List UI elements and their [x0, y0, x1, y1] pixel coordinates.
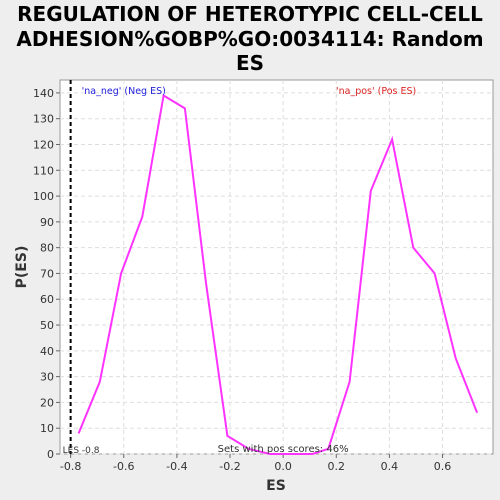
plot-area: [59, 79, 494, 455]
y-tick-label: 110: [33, 164, 54, 177]
y-tick-label: 0: [47, 448, 54, 461]
x-axis: -0.8 -0.6 -0.4 -0.2 0.0 0.2 0.4 0.6: [60, 454, 451, 473]
x-tick-label: 0.6: [434, 460, 452, 473]
x-axis-label: ES: [266, 478, 286, 494]
y-tick-label: 30: [40, 371, 54, 384]
pos-score-footer: Sets with pos scores: 46%: [218, 444, 349, 455]
y-tick-label: 60: [40, 293, 54, 306]
y-tick-label: 20: [40, 396, 54, 409]
series-group: [77, 93, 479, 455]
les-label: LES -0.8: [63, 446, 100, 456]
y-tick-label: 140: [33, 87, 54, 100]
x-tick-label: -0.8: [60, 460, 81, 473]
grid: [60, 80, 493, 455]
x-tick-label: -0.2: [219, 460, 240, 473]
x-tick-label: 0.2: [328, 460, 346, 473]
y-tick-label: 10: [40, 422, 54, 435]
pos-es-label: 'na_pos' (Pos ES): [336, 86, 416, 97]
y-tick-label: 70: [40, 267, 54, 280]
neg-es-label: 'na_neg' (Neg ES): [82, 86, 166, 97]
y-tick-label: 120: [33, 138, 54, 151]
y-tick-label: 80: [40, 242, 54, 255]
y-axis: 0 10 20 30 40 50 60 70 80 90 100 110 120 130 140: [33, 87, 60, 461]
x-tick-label: -0.6: [113, 460, 134, 473]
x-tick-label: -0.4: [166, 460, 187, 473]
y-tick-label: 100: [33, 190, 54, 203]
y-tick-label: 90: [40, 216, 54, 229]
y-tick-label: 40: [40, 345, 54, 358]
series-line: [77, 93, 479, 455]
y-axis-label: P(ES): [14, 246, 30, 289]
x-tick-label: 0.4: [381, 460, 399, 473]
x-tick-label: 0.0: [274, 460, 292, 473]
chart-title-line-1: REGULATION OF HETEROTYPIC CELL-CELL: [17, 2, 483, 26]
chart-title-line-2: ADHESION%GOBP%GO:0034114: Random ES: [16, 26, 484, 76]
y-tick-label: 130: [33, 113, 54, 126]
annotations: 'na_neg' (Neg ES) 'na_pos' (Pos ES) LES …: [63, 86, 417, 456]
y-tick-label: 50: [40, 319, 54, 332]
